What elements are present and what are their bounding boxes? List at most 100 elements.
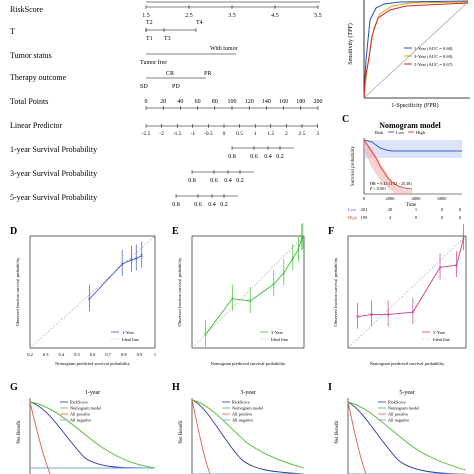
- surv-ticklabel-7-0: 0.8: [188, 178, 196, 184]
- calib-point-e-6: ×: [296, 246, 300, 254]
- km-panel: C Nomogram model Risk Low High Survival …: [342, 114, 462, 220]
- calib-point-f-1: ×: [370, 311, 374, 319]
- dca-curve-h-0: [191, 399, 305, 474]
- surv-ticklabel-6-2: 0.4: [264, 154, 272, 160]
- dca-curve-i-1: [347, 401, 467, 471]
- calib-point-f-4: ×: [438, 264, 442, 272]
- surv-ticklabel-6-1: 0.6: [250, 154, 258, 160]
- calib-legend-ideal-d: Ideal line: [122, 337, 139, 342]
- t-ticklabel-0: T2: [146, 20, 153, 26]
- calib-point-f-5: ×: [455, 262, 459, 270]
- total-ticklabel-2: 40: [177, 99, 183, 105]
- surv-ticklabel-8-1: 0.6: [194, 202, 202, 208]
- calib-point-e-3: ×: [272, 281, 276, 289]
- calib-point-d-1: ×: [120, 261, 124, 269]
- riskscore-ticklabel-4: 5.5: [314, 13, 322, 19]
- km-table-low-0: 201: [361, 207, 368, 212]
- total-ticklabel-4: 80: [212, 99, 218, 105]
- calib-xtick-d-4: 0.6: [90, 352, 96, 357]
- therapy-ticklabel-2: SD: [140, 84, 148, 90]
- calib-point-d-0: ×: [87, 296, 91, 304]
- calib-xtick-d-1: 0.3: [43, 352, 49, 357]
- total-ticklabel-1: 20: [160, 99, 166, 105]
- lp-ticklabel-5: 0: [223, 131, 226, 137]
- calib-point-e-8: ×: [301, 234, 305, 242]
- calib-xtick-d-8: 1: [154, 352, 156, 357]
- dca-legend-h-0: RiskScore: [232, 400, 250, 405]
- nomogram-panel: RiskScore T Tumor status Therapy outcome Tot…: [10, 1, 323, 208]
- km-table-high-3: 0: [441, 215, 444, 220]
- dca-legend-g-0: RiskScore: [70, 400, 88, 405]
- roc-curve-5y: [363, 2, 469, 99]
- calib-legend-year-d: 1-Year: [122, 330, 135, 335]
- panel-label-d: D: [10, 226, 17, 237]
- nomogram-row-label-2: Tumor status: [10, 51, 52, 60]
- calib-point-e-5: ×: [291, 255, 295, 263]
- km-title: Nomogram model: [379, 121, 441, 130]
- panel-label-h: H: [172, 382, 180, 393]
- roc-curve-1y: [363, 0, 469, 99]
- calib-ylabel-f: Observed fraction survival probability: [333, 257, 338, 327]
- dca-title-h: 3-year: [240, 390, 255, 396]
- dca-title-g: 1-year: [85, 390, 100, 396]
- km-ylabel: Survival probability: [351, 145, 356, 186]
- t-ticklabel-1: T4: [196, 20, 203, 26]
- km-curve-low: [363, 139, 462, 152]
- roc-xlabel: 1-Specificity (FPR): [391, 102, 438, 109]
- therapy-ticklabel-3: PD: [172, 84, 180, 90]
- km-hr: HR = 9.45 (3.52 - 25.38): [370, 181, 412, 186]
- calib-legend-ideal-e: Ideal line: [271, 337, 288, 342]
- total-ticklabel-3: 60: [195, 99, 201, 105]
- dca-legend-g-3: All negative: [70, 418, 91, 423]
- calib-point-d-3: ×: [134, 255, 138, 263]
- dca-legend-i-3: All negative: [388, 418, 409, 423]
- nomogram-row-label-5: Linear Predictor: [10, 121, 63, 130]
- calib-point-e-2: ×: [248, 297, 252, 305]
- calib-point-e-4: ×: [282, 269, 286, 277]
- calib-xtick-d-7: 0.9: [137, 352, 143, 357]
- dca-legend-i-1: Nomogram model: [388, 406, 420, 411]
- surv-ticklabel-6-3: 0.2: [276, 154, 284, 160]
- panel-label-i: I: [328, 382, 332, 393]
- panel-label-g: G: [10, 382, 18, 393]
- lp-ticklabel-8: 1.5: [267, 131, 274, 137]
- lp-ticklabel-1: -2: [159, 131, 164, 137]
- km-table-low-2: 1: [415, 207, 417, 212]
- total-ticklabel-5: 100: [228, 99, 237, 105]
- calib-frame-f: [347, 235, 467, 349]
- surv-ticklabel-8-0: 0.8: [172, 202, 180, 208]
- nomogram-row-label-0: RiskScore: [10, 5, 43, 14]
- km-ci-high: [364, 140, 412, 194]
- dca-legend-h-2: All positive: [232, 412, 252, 417]
- tumor-ticklabel-1: Tumor free: [140, 59, 167, 66]
- calib-point-f-0: ×: [355, 313, 359, 321]
- calib-xlabel-d: Nomogram predicted survival probability: [55, 361, 131, 366]
- km-table-high-1: 4: [389, 215, 392, 220]
- total-ticklabel-10: 200: [314, 99, 323, 105]
- lp-ticklabel-6: 0.5: [236, 131, 243, 137]
- calib-xtick-d-6: 0.8: [121, 352, 127, 357]
- total-ticklabel-8: 160: [279, 99, 288, 105]
- calib-line-f: [357, 238, 465, 318]
- km-table-high-2: 0: [415, 215, 418, 220]
- dca-curve-i-0: [347, 401, 467, 474]
- km-table-high-4: 0: [459, 215, 462, 220]
- km-xtick-2: 4000: [412, 196, 422, 201]
- dca-legend-h-1: Nomogram model: [232, 406, 264, 411]
- total-ticklabel-6: 120: [245, 99, 254, 105]
- surv-ticklabel-7-3: 0.2: [236, 178, 244, 184]
- nomogram-row-label-7: 3-year Survival Probability: [10, 169, 97, 178]
- roc-ylabel: Sensitivity (TPF): [347, 23, 354, 65]
- therapy-ticklabel-0: CR: [166, 71, 174, 77]
- t-ticklabel-2: T1: [146, 36, 153, 42]
- km-legend-title: Risk: [375, 130, 384, 135]
- calib-ylabel-d: Observed fraction survival probability: [15, 257, 20, 327]
- t-ticklabel-3: T3: [164, 36, 171, 42]
- calib-xtick-d-5: 0.7: [105, 352, 111, 357]
- surv-ticklabel-7-2: 0.4: [224, 178, 232, 184]
- dca-legend-i-0: RiskScore: [388, 400, 406, 405]
- km-table-high-label: High: [348, 215, 358, 220]
- km-table-low-4: 0: [459, 207, 462, 212]
